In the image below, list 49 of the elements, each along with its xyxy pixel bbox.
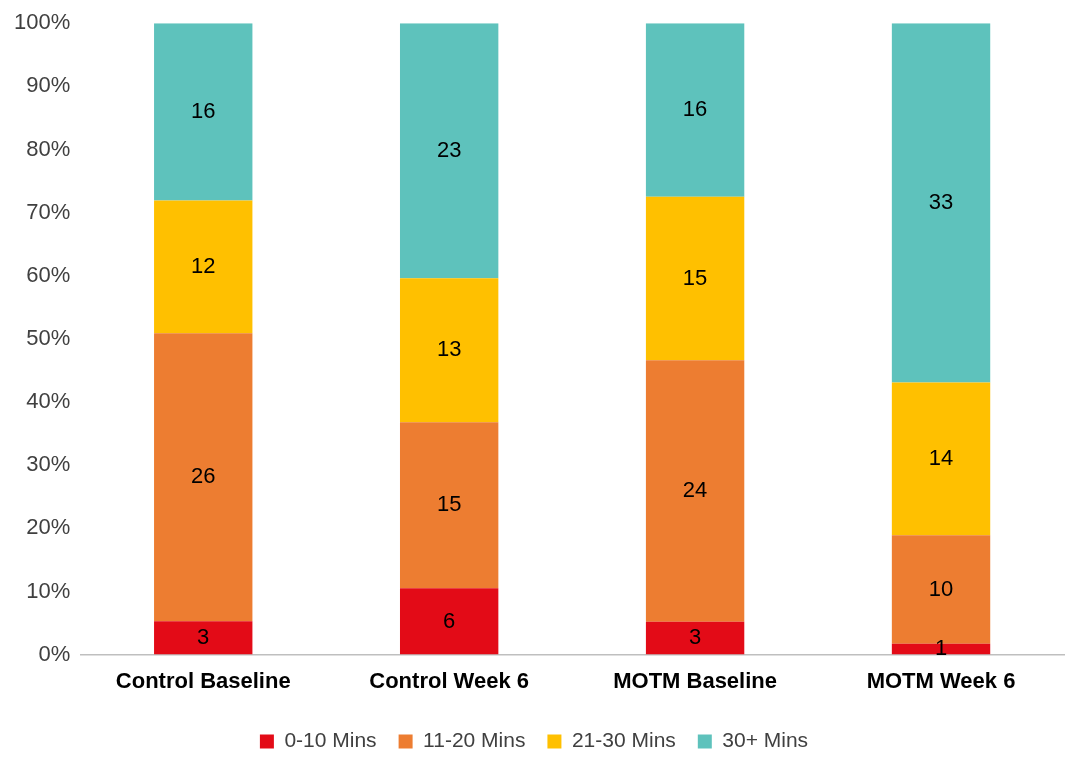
legend-label: 11-20 Mins	[423, 728, 526, 752]
annotation: 6	[443, 607, 456, 633]
annotation: 24	[682, 477, 708, 503]
x-tick-label: Control Week 6	[369, 667, 530, 693]
annotation: 16	[682, 96, 708, 122]
annotation: 33	[928, 188, 954, 214]
bar	[154, 23, 253, 201]
annotation: 13	[436, 336, 462, 362]
annotation: 23	[436, 136, 462, 162]
annotation: 14	[928, 444, 954, 470]
annotation: 16	[190, 97, 216, 123]
bar	[645, 196, 745, 361]
y-tick-label: 60%	[26, 261, 71, 287]
y-tick-label: 90%	[26, 72, 71, 98]
annotation: 15	[682, 264, 708, 290]
y-tick-label: 80%	[26, 135, 71, 161]
bar	[645, 621, 745, 655]
annotation: 3	[197, 623, 210, 649]
annotation: 26	[190, 463, 216, 489]
bar	[154, 333, 253, 622]
y-tick-label: 70%	[26, 198, 71, 224]
x-tick-label: MOTM Week 6	[866, 667, 1016, 693]
bar	[891, 23, 991, 383]
bar	[154, 621, 253, 655]
annotation: 3	[688, 624, 702, 650]
annotation: 15	[436, 491, 462, 517]
bar	[645, 360, 745, 622]
y-tick-label: 100%	[13, 9, 71, 35]
bar	[399, 588, 499, 655]
bar	[399, 422, 499, 589]
bar	[645, 23, 745, 197]
x-tick-label: Control Baseline	[115, 667, 291, 693]
legend-label: 0-10 Mins	[284, 728, 377, 752]
y-tick-label: 20%	[26, 514, 71, 540]
legend-label: 30+ Mins	[722, 728, 809, 752]
legend-label: 21-30 Mins	[571, 728, 676, 752]
y-tick-label: 0%	[38, 640, 71, 666]
bar	[399, 23, 499, 279]
bar	[891, 382, 991, 536]
annotation: 12	[190, 252, 216, 278]
annotation: 10	[928, 575, 954, 601]
bar	[399, 278, 499, 423]
bar	[154, 200, 253, 334]
y-tick-label: 10%	[26, 577, 71, 603]
y-tick-label: 40%	[26, 388, 71, 414]
annotation: 1	[934, 635, 948, 661]
x-tick-label: MOTM Baseline	[613, 667, 778, 693]
y-tick-label: 50%	[26, 324, 71, 350]
y-tick-label: 30%	[26, 451, 71, 477]
